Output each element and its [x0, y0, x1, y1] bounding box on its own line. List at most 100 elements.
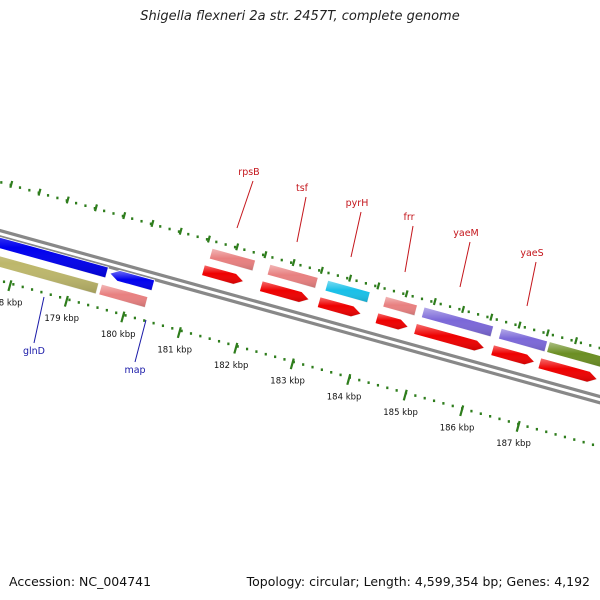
major-tick [459, 405, 465, 417]
tick-label: 184 kbp [327, 392, 362, 402]
feature-yaeM-gene[interactable] [413, 323, 486, 352]
label-leader [459, 241, 471, 288]
feature-next-gene[interactable] [537, 357, 598, 383]
feature-shading [537, 357, 598, 383]
feature-shading [98, 284, 148, 308]
major-tick [7, 280, 13, 292]
feature-glnD-gene[interactable] [0, 223, 109, 279]
label-leader [236, 180, 254, 229]
minor-tick [404, 290, 409, 298]
feature-shading [267, 264, 319, 289]
minor-tick [461, 305, 466, 314]
backbone [0, 228, 600, 405]
tick-label: 180 kbp [101, 330, 136, 340]
minor-tick [348, 274, 353, 282]
feature-rpsB-cds[interactable] [208, 247, 257, 272]
feature-pyrH-gene[interactable] [316, 296, 362, 318]
feature-tsf-cds[interactable] [266, 263, 319, 289]
feature-rpsB-gene[interactable] [201, 264, 245, 285]
major-tick [120, 311, 126, 323]
feature-frr-cds[interactable] [382, 295, 418, 317]
features[interactable] [0, 223, 600, 383]
genome-summary-text: Topology: circular; Length: 4,599,354 bp… [246, 574, 590, 589]
label-leader [33, 296, 45, 344]
minor-tick [376, 282, 381, 290]
minor-tick [37, 188, 42, 196]
minor-tick [9, 180, 14, 189]
feature-shading [382, 296, 418, 316]
feature-shading [317, 296, 362, 317]
feature-shading [375, 312, 409, 330]
tick-label: 182 kbp [214, 361, 249, 371]
backbone-line-outer [0, 228, 600, 399]
tick-label: 186 kbp [440, 424, 475, 434]
minor-tick [235, 243, 240, 251]
feature-shading [498, 328, 548, 352]
outer-ruler-dots [0, 181, 600, 350]
feature-next-cds[interactable] [546, 341, 600, 369]
feature-shading [259, 280, 310, 303]
feature-shading [421, 306, 494, 337]
feature-shading [324, 280, 371, 303]
minor-tick [263, 251, 268, 259]
gene-label-pyrH[interactable]: pyrH [346, 198, 369, 209]
feature-shading [0, 237, 109, 278]
gene-label-yaeS[interactable]: yaeS [520, 248, 543, 259]
tick-label: 181 kbp [157, 345, 192, 355]
minor-tick [545, 329, 550, 337]
minor-tick [432, 297, 437, 306]
gene-label-map[interactable]: map [124, 365, 145, 376]
major-tick [346, 373, 352, 386]
minor-tick [291, 258, 296, 267]
label-leader [296, 196, 307, 243]
feature-glnD-cds[interactable] [0, 238, 100, 295]
feature-shading [0, 255, 99, 294]
gene-label-yaeM[interactable]: yaeM [453, 228, 479, 239]
minor-tick [574, 337, 579, 345]
minor-tick [319, 266, 324, 275]
feature-yaeM-cds[interactable] [420, 306, 495, 338]
gene-label-rpsB[interactable]: rpsB [238, 167, 259, 178]
major-tick [176, 326, 182, 339]
feature-shading [413, 323, 485, 351]
tick-label: 183 kbp [270, 377, 305, 387]
minor-tick [122, 211, 127, 220]
feature-map-cds[interactable] [98, 283, 149, 308]
minor-tick [93, 204, 98, 212]
minor-tick [65, 196, 70, 204]
feature-frr-gene[interactable] [374, 312, 410, 331]
tick-label: 178 kbp [0, 299, 23, 309]
feature-shading [490, 344, 535, 365]
minor-tick [489, 313, 494, 321]
gene-label-frr[interactable]: frr [404, 212, 415, 223]
ruler: 178 kbp 179 kbp 180 kbp 181 kbp 182 kbp 183 k… [0, 180, 600, 449]
major-tick [289, 358, 295, 370]
tick-label: 179 kbp [44, 314, 79, 324]
feature-pyrH-cds[interactable] [324, 279, 371, 304]
feature-tsf-gene[interactable] [258, 280, 310, 303]
gene-label-glnD[interactable]: glnD [23, 346, 45, 357]
feature-yaeS-gene[interactable] [490, 344, 536, 366]
feature-shading [209, 248, 256, 271]
label-leader [404, 225, 414, 273]
minor-tick [517, 321, 522, 329]
accession-text: Accession: NC_004741 [9, 574, 152, 589]
minor-tick [178, 227, 183, 235]
major-tick [402, 389, 408, 401]
minor-tick [150, 219, 155, 228]
tick-label: 185 kbp [383, 408, 418, 418]
major-tick [515, 420, 521, 432]
backbone-line-inner [0, 235, 600, 405]
feature-map-gene[interactable] [109, 270, 156, 292]
map-title: Shigella flexneri 2a str. 2457T, complet… [140, 9, 460, 24]
major-tick [233, 342, 239, 354]
gene-label-tsf[interactable]: tsf [296, 183, 309, 194]
label-leader [350, 211, 362, 258]
gene-labels: rpsB tsf pyrH frr yaeM yaeS glnD map [23, 167, 544, 376]
feature-yaeS-cds[interactable] [497, 327, 549, 353]
label-leader [134, 319, 147, 363]
feature-shading [201, 264, 244, 285]
minor-tick [206, 235, 211, 243]
feature-shading [109, 270, 155, 291]
